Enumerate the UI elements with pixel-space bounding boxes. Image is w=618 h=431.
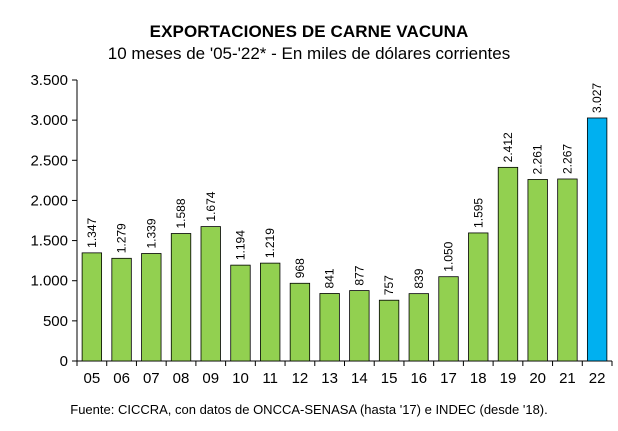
x-tick-label: 20 — [529, 370, 546, 387]
x-tick-label: 10 — [232, 370, 249, 387]
bar-value-label: 841 — [323, 268, 337, 288]
x-tick-label: 19 — [500, 370, 517, 387]
y-tick-label: 1.000 — [30, 273, 68, 290]
bar-value-label: 757 — [382, 275, 396, 295]
bar — [170, 233, 192, 362]
bar — [81, 252, 103, 362]
x-tick-label: 11 — [262, 370, 278, 387]
x-tick-label: 06 — [113, 370, 130, 387]
x-tick-label: 13 — [321, 370, 338, 387]
bar — [141, 253, 162, 362]
x-tick-label: 17 — [440, 370, 457, 387]
bar-value-label: 877 — [352, 265, 366, 285]
bar-value-label: 1.339 — [144, 218, 158, 248]
y-tick-label: 2.500 — [30, 152, 68, 169]
x-tick-label: 15 — [381, 370, 398, 387]
bar-value-label: 1.050 — [442, 241, 456, 271]
bar-value-label: 968 — [293, 258, 307, 278]
x-tick-label: 08 — [173, 370, 190, 387]
x-tick-label: 22 — [589, 370, 606, 387]
bar-value-label: 1.595 — [471, 198, 485, 228]
bar — [527, 179, 548, 362]
bar — [378, 299, 400, 362]
bar-value-label: 1.674 — [204, 191, 218, 221]
bar — [111, 257, 132, 362]
chart-subtitle: 10 meses de '05-'22* - En miles de dólar… — [107, 44, 511, 63]
y-tick-label: 3.000 — [30, 112, 68, 129]
bar — [349, 290, 370, 362]
x-tick-label: 12 — [292, 370, 309, 387]
bar — [289, 282, 311, 362]
y-tick-label: 1.500 — [30, 233, 68, 250]
bar-value-label: 3.027 — [590, 83, 604, 113]
bar — [468, 232, 489, 362]
y-tick-label: 3.500 — [30, 72, 68, 89]
bar — [260, 262, 281, 362]
y-tick-label: 2.000 — [30, 192, 68, 209]
bar-value-label: 2.267 — [560, 144, 574, 174]
x-tick-label: 05 — [84, 370, 101, 387]
bar-chart: 0 500 1.000 1.500 2.000 2.500 3.000 3.500 1.347 0… — [30, 72, 613, 387]
x-tick-label: 09 — [202, 370, 219, 387]
bar — [497, 166, 519, 362]
bar — [319, 293, 340, 362]
x-tick-label: 14 — [351, 370, 368, 387]
bar — [230, 264, 251, 362]
y-tick-label: 500 — [43, 313, 68, 330]
bar-value-label: 2.412 — [501, 132, 515, 162]
x-tick-label: 21 — [559, 370, 576, 387]
bar-value-label: 1.279 — [115, 223, 129, 253]
bar — [200, 226, 221, 362]
chart-title: EXPORTACIONES DE CARNE VACUNA — [149, 22, 469, 41]
x-tick-label: 16 — [410, 370, 427, 387]
bar — [438, 276, 459, 362]
bar-value-label: 1.219 — [263, 228, 277, 258]
x-tick-label: 07 — [143, 370, 160, 387]
chart-source-note: Fuente: CICCRA, con datos de ONCCA-SENAS… — [70, 402, 548, 417]
bar-value-label: 839 — [412, 268, 426, 288]
bar-value-label: 1.347 — [85, 218, 99, 248]
bar-value-label: 1.194 — [233, 230, 247, 260]
bar-value-label: 2.261 — [531, 144, 545, 174]
bar — [408, 293, 429, 362]
y-tick-label: 0 — [60, 353, 68, 370]
bar-value-label: 1.588 — [174, 198, 188, 228]
x-tick-label: 18 — [470, 370, 487, 387]
bar — [557, 178, 578, 362]
bar — [586, 117, 608, 362]
